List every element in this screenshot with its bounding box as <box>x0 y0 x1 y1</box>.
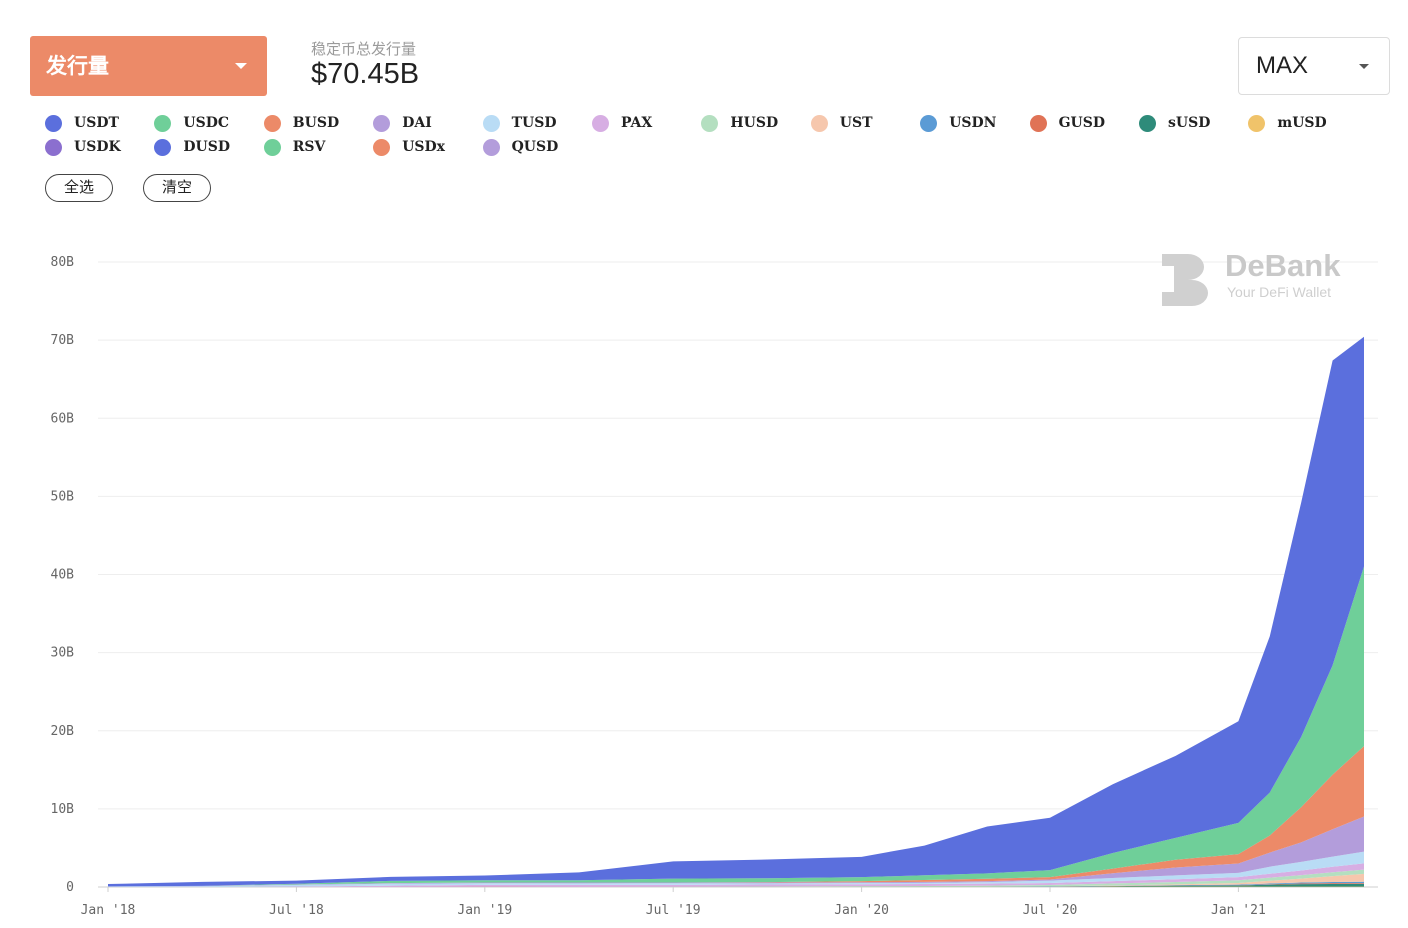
legend-dot-icon <box>592 114 609 132</box>
clear-all-button[interactable]: 清空 <box>143 174 211 202</box>
y-tick-label: 0 <box>66 880 74 895</box>
legend-item-usdx[interactable]: USDx <box>373 136 445 158</box>
legend-dot-icon <box>1248 114 1266 132</box>
legend-label: GUSD <box>1058 115 1106 131</box>
legend-dot-icon <box>373 114 391 132</box>
legend-label: mUSD <box>1277 115 1327 131</box>
legend-dot-icon <box>920 114 938 132</box>
legend-item-pax[interactable]: PAX <box>592 112 652 134</box>
legend-dot-icon <box>373 138 391 156</box>
legend-item-busd[interactable]: BUSD <box>263 112 340 134</box>
total-supply-label: 稳定币总发行量 <box>311 40 417 58</box>
legend-dot-icon <box>482 114 500 132</box>
legend-label: USDK <box>74 139 121 155</box>
chart-axes: 0 10B 20B 30B 40B 50B 60B 70B 80B Jan '18 Jul '18 J… <box>51 255 1266 918</box>
legend-label: PAX <box>621 115 653 131</box>
legend-item-qusd[interactable]: QUSD <box>482 136 559 158</box>
legend-item-usdk[interactable]: USDK <box>45 136 121 158</box>
metric-dropdown-label: 发行量 <box>46 54 109 78</box>
x-tick-label: Jul '19 <box>646 903 701 918</box>
legend-label: USDC <box>183 115 229 131</box>
x-tick-label: Jan '18 <box>81 903 136 918</box>
series-area-usdc[interactable] <box>108 566 1364 887</box>
y-tick-label: 40B <box>51 568 75 583</box>
y-tick-label: 10B <box>51 802 75 817</box>
legend-item-usdt[interactable]: USDT <box>45 112 119 134</box>
legend-item-rsv[interactable]: RSV <box>263 136 326 158</box>
legend-item-tusd[interactable]: TUSD <box>482 112 557 134</box>
y-tick-label: 60B <box>51 411 75 426</box>
x-tick-label: Jan '20 <box>834 903 889 918</box>
legend-dot-icon <box>45 138 62 156</box>
legend-label: HUSD <box>730 115 779 131</box>
legend-dot-icon <box>482 138 500 156</box>
legend-label: RSV <box>292 139 326 155</box>
y-tick-label: 80B <box>51 255 75 270</box>
legend-item-musd[interactable]: mUSD <box>1248 112 1327 134</box>
legend-label: UST <box>839 115 873 131</box>
legend-item-susd[interactable]: sUSD <box>1139 112 1210 134</box>
brand-tagline: Your DeFi Wallet <box>1227 284 1332 300</box>
legend-dot-icon <box>154 138 172 156</box>
legend-dot-icon <box>810 114 828 132</box>
legend-dot-icon <box>154 114 172 132</box>
legend-label: QUSD <box>511 139 559 155</box>
chevron-down-icon <box>235 63 247 69</box>
y-tick-label: 20B <box>51 724 75 739</box>
legend-label: USDT <box>74 115 119 131</box>
legend-label: DAI <box>402 115 432 131</box>
legend-dot-icon <box>701 114 719 132</box>
x-tick-label: Jul '18 <box>269 903 324 918</box>
legend-item-usdn[interactable]: USDN <box>920 112 996 134</box>
debank-logo-icon <box>1162 254 1208 306</box>
metric-dropdown[interactable]: 发行量 <box>30 36 267 96</box>
legend-item-ust[interactable]: UST <box>810 112 873 134</box>
brand-name: DeBank <box>1225 248 1341 283</box>
legend-dot-icon <box>45 114 62 132</box>
legend-label: TUSD <box>511 115 557 131</box>
legend-item-dai[interactable]: DAI <box>373 112 432 134</box>
x-tick-label: Jul '20 <box>1023 903 1078 918</box>
series-area-usdt[interactable] <box>108 336 1364 887</box>
x-tick-label: Jan '19 <box>457 903 512 918</box>
legend-dot-icon <box>263 138 281 156</box>
chevron-down-icon <box>1359 64 1369 69</box>
legend-label: BUSD <box>292 115 340 131</box>
legend-label: USDN <box>949 115 997 131</box>
x-tick-label: Jan '21 <box>1211 903 1266 918</box>
time-range-select[interactable]: MAX <box>1238 37 1390 95</box>
debank-watermark: DeBank Your DeFi Wallet <box>1158 248 1373 308</box>
legend-item-husd[interactable]: HUSD <box>701 112 778 134</box>
select-all-button[interactable]: 全选 <box>45 174 113 202</box>
y-tick-label: 70B <box>51 333 75 348</box>
legend-item-gusd[interactable]: GUSD <box>1029 112 1106 134</box>
y-tick-label: 50B <box>51 489 75 504</box>
legend-label: USDx <box>402 139 445 155</box>
chart-areas <box>108 336 1364 887</box>
legend-dot-icon <box>1139 114 1156 132</box>
legend-item-dusd[interactable]: DUSD <box>154 136 230 158</box>
legend-dot-icon <box>263 114 281 132</box>
legend-item-usdc[interactable]: USDC <box>154 112 229 134</box>
legend-label: sUSD <box>1168 115 1211 131</box>
total-supply-value: $70.45B <box>311 58 420 90</box>
legend-label: DUSD <box>183 139 230 155</box>
time-range-value: MAX <box>1256 52 1309 79</box>
y-tick-label: 30B <box>51 646 75 661</box>
legend-dot-icon <box>1029 114 1047 132</box>
